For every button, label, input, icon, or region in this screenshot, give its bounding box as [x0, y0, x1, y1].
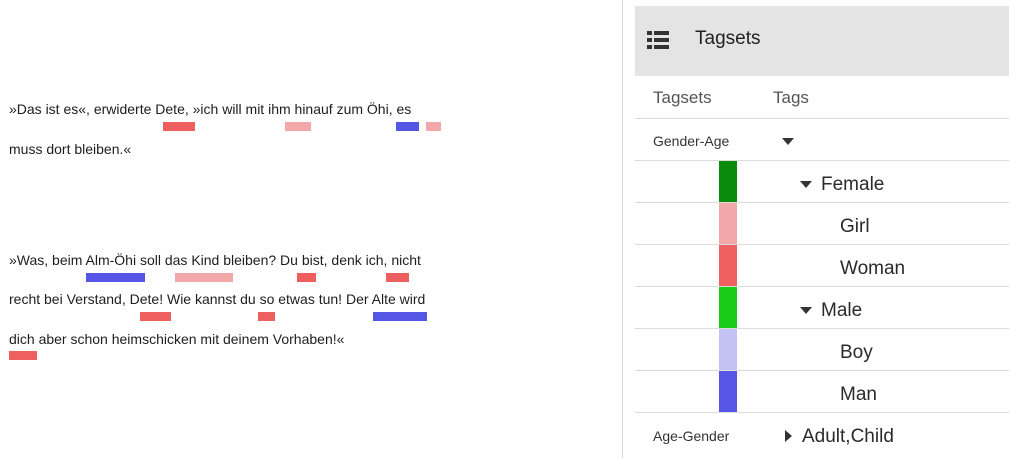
panel-header: Tagsets: [635, 6, 1009, 76]
panel-divider[interactable]: [622, 0, 623, 458]
text-line[interactable]: »Was, beim Alm-Öhi soll das Kind bleiben…: [9, 252, 421, 268]
annotation-mark-man[interactable]: [396, 122, 419, 131]
tagset-name-age-gender[interactable]: Age-Gender: [653, 428, 730, 444]
tag-item-male[interactable]: Male: [821, 300, 863, 321]
caret-right-icon[interactable]: [785, 430, 792, 442]
caret-down-icon[interactable]: [782, 138, 794, 145]
tag-item-woman[interactable]: Woman: [840, 258, 906, 279]
color-swatch-girl: [719, 203, 737, 245]
annotation-mark-woman[interactable]: [297, 273, 316, 282]
annotation-mark-girl[interactable]: [175, 273, 233, 282]
tag-item-boy[interactable]: Boy: [840, 342, 873, 363]
divider: [635, 244, 1009, 245]
color-swatch-female: [719, 161, 737, 203]
text-line[interactable]: recht bei Verstand, Dete! Wie kannst du …: [9, 291, 426, 307]
text-line[interactable]: »Das ist es«, erwiderte Dete, »ich will …: [9, 101, 412, 117]
tag-item-female[interactable]: Female: [821, 174, 885, 195]
divider: [635, 286, 1009, 287]
column-header-tagsets[interactable]: Tagsets: [653, 88, 712, 107]
annotation-mark-man[interactable]: [86, 273, 145, 282]
list-icon: [647, 31, 669, 49]
divider: [635, 160, 1009, 161]
tagset-name-gender-age[interactable]: Gender-Age: [653, 133, 730, 149]
annotation-mark-woman[interactable]: [163, 122, 195, 131]
text-line[interactable]: muss dort bleiben.«: [9, 141, 132, 157]
annotation-mark-woman[interactable]: [140, 312, 171, 321]
tag-summary-age-gender[interactable]: Adult,Child: [802, 426, 894, 447]
color-swatch-male: [719, 287, 737, 329]
tag-item-girl[interactable]: Girl: [840, 216, 870, 237]
text-line[interactable]: dich aber schon heimschicken mit deinem …: [9, 331, 345, 347]
annotation-mark-man[interactable]: [373, 312, 427, 321]
divider: [635, 202, 1009, 203]
color-swatch-man: [719, 371, 737, 412]
annotation-mark-woman[interactable]: [386, 273, 409, 282]
annotation-mark-girl[interactable]: [285, 122, 311, 131]
caret-down-icon[interactable]: [800, 307, 812, 314]
color-swatch-woman: [719, 245, 737, 287]
annotation-mark-woman[interactable]: [9, 351, 37, 360]
divider: [635, 328, 1009, 329]
annotation-mark-woman[interactable]: [258, 312, 275, 321]
divider: [635, 412, 1009, 413]
tag-item-man[interactable]: Man: [840, 384, 877, 405]
column-header-tags[interactable]: Tags: [773, 88, 809, 107]
color-swatch-boy: [719, 329, 737, 371]
annotation-text-panel: »Das ist es«, erwiderte Dete, »ich will …: [9, 101, 441, 360]
tagsets-panel: Tagsets Tagsets Tags Gender-Age Female G…: [635, 6, 1009, 458]
divider: [635, 118, 1009, 119]
divider: [635, 370, 1009, 371]
caret-down-icon[interactable]: [800, 181, 812, 188]
annotation-mark-girl[interactable]: [426, 122, 441, 131]
panel-title: Tagsets: [695, 28, 761, 49]
